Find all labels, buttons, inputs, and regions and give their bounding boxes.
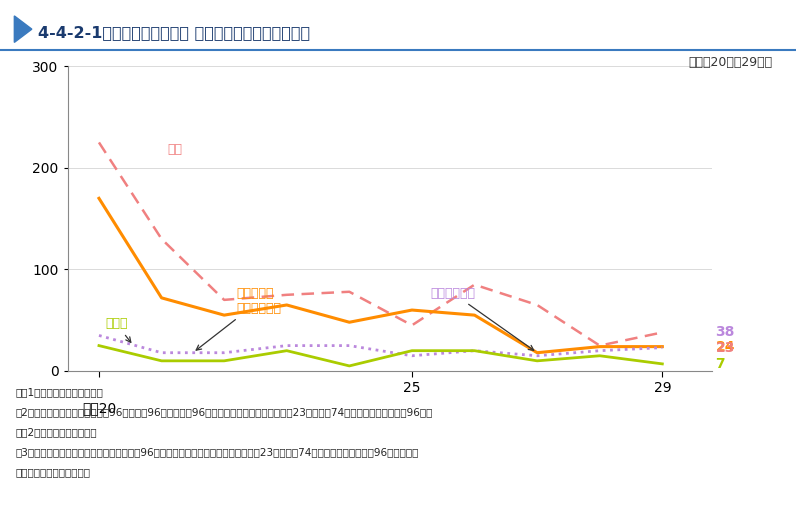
Text: 公契約関係
競売入札妨害: 公契約関係 競売入札妨害 (196, 287, 282, 350)
Text: 強制執行妨害: 強制執行妨害 (431, 287, 534, 350)
Text: 項に規定する罪を含む。: 項に規定する罪を含む。 (16, 467, 91, 478)
Text: 38: 38 (716, 325, 735, 339)
Text: 平成20: 平成20 (82, 402, 116, 416)
Text: 7: 7 (716, 357, 725, 371)
Text: 破産法: 破産法 (105, 317, 131, 342)
Text: 23: 23 (716, 341, 735, 355)
Text: 2に規定する罪を含む。: 2に規定する罪を含む。 (16, 427, 98, 437)
Text: 談合: 談合 (168, 143, 183, 156)
Text: （平成20年～29年）: （平成20年～29年） (688, 56, 772, 69)
Text: 3　「公契約関係競売入札妨害」は，刑法96条の６第１項に規定する罪をいい，平23年法律筁74号による改正前の同法96条の３第１: 3 「公契約関係競売入札妨害」は，刑法96条の６第１項に規定する罪をいい，平23… (16, 447, 419, 457)
Text: 24: 24 (716, 340, 735, 354)
Text: 4-4-2-1図　強制執行妨害等 検察庁新規受理人員の推移: 4-4-2-1図 強制執行妨害等 検察庁新規受理人員の推移 (38, 25, 310, 40)
Text: 2　「強制執行妨害」は，刑法96条の２，96条の３及१96条の４に規定する罪をいい，平23年法律筁74号による改正前の同法96条の: 2 「強制執行妨害」は，刑法96条の２，96条の３及१96条の４に規定する罪をい… (16, 407, 433, 417)
Text: 注　1　検察統計年報による。: 注 1 検察統計年報による。 (16, 387, 103, 397)
